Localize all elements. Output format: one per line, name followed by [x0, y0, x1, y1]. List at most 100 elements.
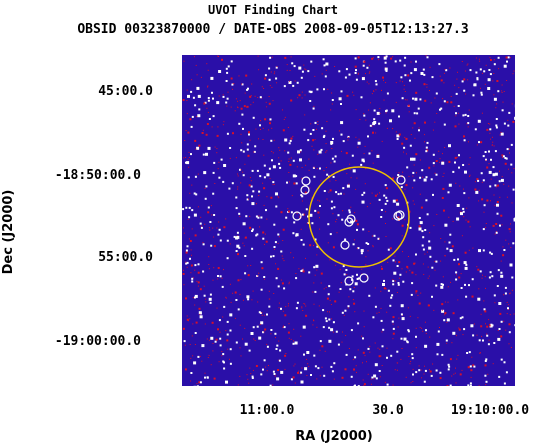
- noise-speckle: [376, 154, 380, 158]
- noise-speckle: [213, 236, 215, 238]
- noise-speckle: [225, 330, 227, 332]
- noise-speckle: [478, 249, 481, 253]
- noise-speckle: [340, 133, 343, 136]
- noise-speckle: [313, 303, 315, 305]
- noise-speckle: [409, 79, 411, 82]
- noise-speckle: [413, 203, 415, 205]
- noise-speckle: [263, 154, 265, 156]
- noise-speckle: [264, 328, 267, 331]
- noise-speckle: [389, 304, 392, 307]
- noise-speckle: [456, 274, 457, 276]
- noise-speckle: [210, 205, 212, 207]
- noise-speckle: [296, 301, 299, 304]
- noise-speckle: [280, 279, 282, 281]
- noise-speckle: [278, 359, 280, 361]
- noise-speckle: [264, 77, 267, 80]
- noise-speckle: [294, 80, 296, 82]
- noise-speckle: [474, 181, 476, 183]
- noise-speckle: [424, 253, 426, 255]
- noise-speckle: [511, 289, 513, 291]
- noise-speckle: [262, 331, 265, 334]
- noise-speckle: [306, 222, 308, 224]
- noise-speckle: [495, 231, 497, 233]
- noise-speckle: [357, 141, 361, 145]
- noise-speckle: [221, 355, 223, 357]
- noise-speckle: [252, 190, 255, 193]
- noise-speckle: [192, 277, 194, 279]
- noise-speckle: [244, 342, 248, 346]
- noise-speckle: [426, 251, 428, 253]
- noise-speckle: [251, 202, 255, 206]
- noise-speckle: [344, 76, 347, 79]
- noise-speckle: [417, 294, 419, 296]
- noise-speckle: [200, 216, 202, 218]
- noise-speckle: [283, 326, 286, 329]
- noise-speckle: [336, 218, 338, 220]
- x-tick-label: 11:00.0: [240, 403, 295, 418]
- noise-speckle: [439, 377, 442, 380]
- noise-speckle: [184, 344, 186, 346]
- noise-speckle: [262, 237, 265, 240]
- noise-speckle: [513, 70, 515, 72]
- noise-speckle: [279, 166, 282, 169]
- noise-speckle: [491, 144, 493, 146]
- noise-speckle: [490, 138, 492, 140]
- noise-speckle: [386, 347, 388, 349]
- noise-speckle: [288, 323, 290, 325]
- noise-speckle: [385, 187, 388, 190]
- noise-speckle: [265, 209, 267, 212]
- source-marker: [300, 185, 310, 195]
- noise-speckle: [412, 381, 414, 382]
- noise-speckle: [470, 324, 474, 328]
- noise-speckle: [365, 73, 366, 75]
- noise-speckle: [289, 163, 292, 166]
- noise-speckle: [385, 55, 388, 58]
- noise-speckle: [302, 270, 305, 273]
- noise-speckle: [208, 354, 210, 356]
- noise-speckle: [278, 340, 280, 342]
- noise-speckle: [247, 298, 250, 301]
- noise-speckle: [379, 108, 381, 110]
- noise-speckle: [297, 97, 299, 99]
- noise-speckle: [476, 334, 478, 336]
- noise-speckle: [183, 232, 185, 234]
- noise-speckle: [216, 152, 218, 154]
- noise-speckle: [323, 134, 326, 137]
- noise-speckle: [218, 70, 222, 73]
- noise-speckle: [441, 197, 444, 199]
- noise-speckle: [258, 190, 261, 193]
- noise-speckle: [342, 210, 344, 212]
- noise-speckle: [507, 309, 509, 310]
- noise-speckle: [213, 214, 216, 216]
- source-markers: [292, 175, 406, 286]
- noise-speckle: [218, 161, 220, 163]
- noise-speckle: [443, 123, 446, 126]
- noise-speckle: [385, 70, 388, 72]
- noise-speckle: [275, 337, 276, 339]
- noise-speckle: [326, 121, 328, 122]
- noise-speckle: [350, 375, 353, 378]
- y-tick-label: 45:00.0: [98, 84, 153, 99]
- noise-speckle: [266, 173, 270, 177]
- noise-speckle: [286, 64, 288, 66]
- noise-speckle: [490, 178, 492, 180]
- noise-speckle: [386, 92, 389, 95]
- noise-speckle: [216, 307, 218, 309]
- noise-speckle: [373, 118, 376, 121]
- noise-speckle: [386, 127, 388, 129]
- noise-speckle: [472, 364, 475, 367]
- noise-speckle: [251, 195, 253, 198]
- noise-speckle: [455, 112, 457, 115]
- noise-speckle: [415, 153, 418, 156]
- noise-speckle: [424, 134, 425, 136]
- noise-speckle: [202, 243, 205, 246]
- noise-speckle: [185, 130, 187, 131]
- noise-speckle: [205, 133, 208, 136]
- noise-speckle: [222, 360, 225, 363]
- noise-speckle: [302, 325, 306, 329]
- noise-speckle: [348, 73, 351, 76]
- noise-speckle: [366, 206, 368, 208]
- noise-speckle: [280, 211, 283, 214]
- noise-speckle: [508, 343, 510, 345]
- noise-speckle: [356, 177, 358, 179]
